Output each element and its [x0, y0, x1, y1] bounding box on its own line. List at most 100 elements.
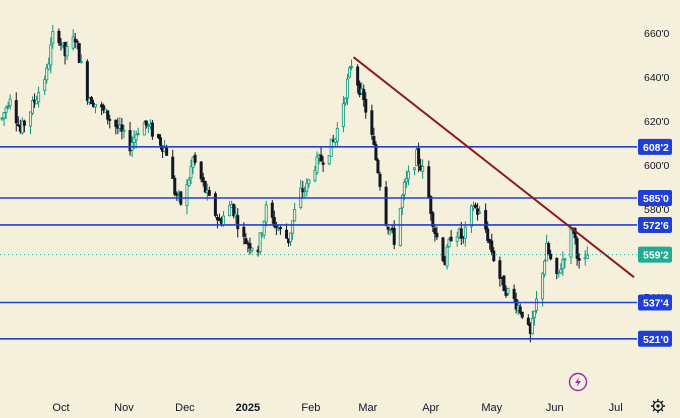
- lightning-icon[interactable]: [568, 372, 588, 392]
- candle: [315, 151, 319, 175]
- candle: [427, 160, 431, 199]
- candle: [372, 127, 376, 146]
- candle: [16, 116, 20, 127]
- candle: [136, 127, 140, 136]
- candle: [285, 223, 289, 239]
- y-tick-label: 660'0: [644, 28, 670, 40]
- candle: [142, 120, 146, 136]
- candle: [341, 96, 345, 133]
- candle: [217, 213, 221, 222]
- candle: [4, 105, 8, 120]
- candle: [276, 225, 280, 232]
- candle: [543, 259, 547, 278]
- candle: [449, 229, 453, 242]
- candle: [213, 191, 217, 218]
- candle: [291, 220, 295, 241]
- svg-text:559'2: 559'2: [643, 250, 669, 262]
- candle: [447, 237, 451, 248]
- gear-icon[interactable]: [651, 399, 665, 413]
- candle: [244, 233, 248, 245]
- candle: [144, 120, 148, 129]
- candle: [189, 159, 193, 185]
- level-price-badge: 572'6: [638, 216, 672, 233]
- last-price-badge: 559'2: [638, 246, 672, 263]
- x-tick-label: Mar: [358, 402, 377, 414]
- candle: [120, 117, 124, 140]
- candle: [94, 104, 98, 114]
- candle: [258, 232, 262, 255]
- horizontal-levels: [0, 146, 637, 340]
- candle: [203, 180, 207, 194]
- candle: [228, 201, 232, 217]
- candle: [47, 57, 51, 71]
- candle: [77, 42, 81, 63]
- candle: [541, 272, 545, 307]
- candle: [128, 121, 132, 156]
- candle: [532, 310, 536, 326]
- x-tick-label: Feb: [301, 402, 320, 414]
- candle: [506, 287, 510, 297]
- level-price-badge: 521'0: [638, 330, 672, 347]
- candle: [51, 24, 55, 49]
- candle: [236, 208, 240, 238]
- svg-text:572'6: 572'6: [643, 220, 669, 232]
- candle: [455, 231, 459, 247]
- level-price-badge: 585'0: [638, 190, 672, 206]
- level-price-badge: 608'2: [638, 138, 672, 155]
- candle: [319, 147, 323, 162]
- candle: [364, 92, 368, 119]
- svg-text:585'0: 585'0: [643, 193, 669, 205]
- x-tick-label: Jul: [609, 402, 623, 414]
- candle: [232, 203, 236, 219]
- y-tick-label: 620'0: [644, 116, 670, 128]
- candle: [350, 59, 354, 71]
- candle: [384, 181, 388, 227]
- candle: [85, 59, 89, 105]
- y-tick-label: 580'0: [644, 204, 670, 216]
- trendline[interactable]: [352, 56, 635, 278]
- candle: [378, 171, 382, 191]
- candle: [356, 64, 360, 94]
- candle: [207, 186, 211, 197]
- candle: [520, 311, 524, 319]
- candle: [370, 104, 374, 140]
- candle: [429, 195, 433, 221]
- candle: [173, 175, 177, 197]
- candle: [386, 226, 390, 235]
- candle: [335, 122, 339, 148]
- candle: [374, 141, 378, 161]
- candle: [518, 303, 522, 315]
- candle: [526, 314, 530, 327]
- candle: [270, 199, 274, 224]
- candle: [37, 86, 41, 108]
- x-tick-label: Dec: [175, 402, 195, 414]
- svg-text:608'2: 608'2: [643, 142, 669, 154]
- candle: [413, 167, 417, 176]
- candle: [289, 232, 293, 247]
- candle: [307, 178, 311, 188]
- candle: [293, 202, 297, 222]
- candle: [193, 152, 197, 166]
- candle: [492, 247, 496, 263]
- candle: [575, 236, 579, 266]
- candle: [250, 247, 254, 254]
- candle: [79, 54, 83, 64]
- candle: [156, 133, 160, 140]
- candle: [8, 94, 12, 110]
- candle: [406, 165, 410, 186]
- candle: [345, 73, 349, 106]
- candle: [376, 158, 380, 175]
- candle: [421, 159, 425, 179]
- candle: [561, 251, 565, 277]
- candle: [242, 222, 246, 245]
- candle: [305, 178, 309, 197]
- candle: [114, 119, 118, 135]
- candle: [150, 119, 154, 140]
- candle: [73, 32, 77, 49]
- x-tick-label: Oct: [52, 402, 69, 414]
- candle: [89, 95, 93, 105]
- candle: [75, 39, 79, 50]
- candle: [313, 165, 317, 183]
- candle: [274, 221, 278, 236]
